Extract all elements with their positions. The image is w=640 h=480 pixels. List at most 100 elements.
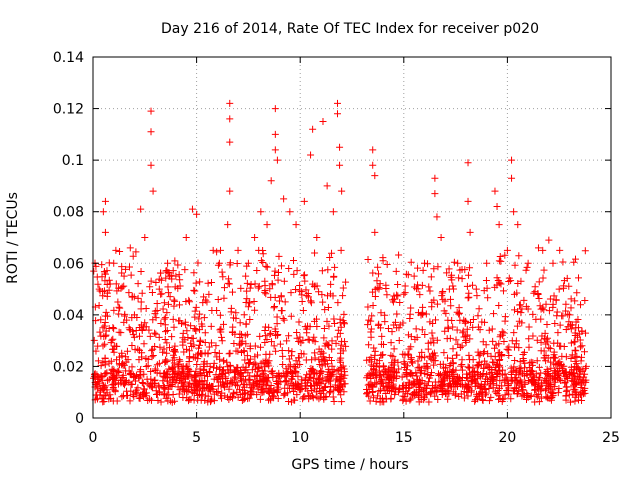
data-point	[369, 269, 377, 277]
data-point	[289, 370, 297, 378]
data-point	[310, 317, 318, 325]
data-point	[220, 320, 228, 328]
data-point	[367, 325, 375, 333]
data-point	[458, 275, 466, 283]
data-point	[277, 293, 285, 301]
data-point	[243, 352, 251, 360]
data-point	[162, 274, 170, 282]
data-point	[255, 246, 263, 254]
data-point	[494, 387, 502, 395]
data-point	[547, 364, 555, 372]
data-point	[530, 372, 538, 380]
data-point	[245, 394, 253, 402]
data-point	[551, 320, 559, 328]
data-point	[210, 359, 218, 367]
data-point	[370, 365, 378, 373]
data-point	[395, 251, 403, 259]
data-point	[206, 362, 214, 370]
data-point	[234, 246, 242, 254]
data-point	[318, 368, 326, 376]
data-point	[469, 323, 477, 331]
data-point	[197, 338, 205, 346]
data-point	[421, 394, 429, 402]
data-point	[365, 341, 373, 349]
data-point	[162, 356, 170, 364]
data-point	[431, 392, 439, 400]
data-point	[245, 359, 253, 367]
data-point	[426, 287, 434, 295]
data-point	[379, 341, 387, 349]
data-point	[576, 343, 584, 351]
data-point	[387, 339, 395, 347]
y-tick-label: 0.08	[53, 205, 84, 221]
data-point	[516, 301, 524, 309]
data-point	[121, 310, 129, 318]
data-point	[309, 125, 317, 133]
data-point	[101, 277, 109, 285]
y-tick-label: 0.14	[53, 50, 84, 66]
data-point	[100, 382, 108, 390]
data-point	[501, 391, 509, 399]
data-point	[99, 324, 107, 332]
data-point	[131, 373, 139, 381]
data-point	[237, 284, 245, 292]
data-point	[422, 364, 430, 372]
data-point	[275, 252, 283, 260]
data-point	[114, 367, 122, 375]
data-point	[557, 362, 565, 370]
data-point	[163, 349, 171, 357]
data-point	[315, 345, 323, 353]
data-point	[448, 354, 456, 362]
data-point	[401, 289, 409, 297]
data-point	[263, 263, 271, 271]
data-point	[519, 386, 527, 394]
data-point	[112, 246, 120, 254]
data-point	[285, 332, 293, 340]
data-point	[334, 299, 342, 307]
data-point	[313, 323, 321, 331]
data-point	[532, 315, 540, 323]
data-point	[336, 373, 344, 381]
data-point	[152, 314, 160, 322]
data-point	[174, 362, 182, 370]
data-point	[416, 352, 424, 360]
data-point	[341, 380, 349, 388]
data-point	[460, 388, 468, 396]
data-point	[285, 264, 293, 272]
data-point	[292, 357, 300, 365]
data-point	[572, 379, 580, 387]
data-point	[497, 280, 505, 288]
data-point	[315, 356, 323, 364]
data-point	[133, 372, 141, 380]
data-point	[458, 342, 466, 350]
data-point	[214, 382, 222, 390]
data-point	[190, 269, 198, 277]
data-point	[226, 115, 234, 123]
data-point	[581, 384, 589, 392]
data-point	[434, 263, 442, 271]
data-point	[266, 285, 274, 293]
data-point	[455, 310, 463, 318]
data-point	[415, 363, 423, 371]
data-point	[90, 267, 98, 275]
data-point	[204, 392, 212, 400]
data-point	[498, 350, 506, 358]
data-point	[271, 146, 279, 154]
data-point	[392, 267, 400, 275]
data-point	[151, 365, 159, 373]
data-point	[122, 358, 130, 366]
chart-title: Day 216 of 2014, Rate Of TEC Index for r…	[161, 21, 539, 37]
data-point	[101, 197, 109, 205]
data-point	[240, 311, 248, 319]
data-point	[501, 313, 509, 321]
data-point	[223, 393, 231, 401]
data-point	[268, 338, 276, 346]
data-point	[471, 397, 479, 405]
data-point	[419, 303, 427, 311]
data-point	[535, 398, 543, 406]
data-point	[539, 274, 547, 282]
data-point	[578, 342, 586, 350]
data-point	[577, 379, 585, 387]
data-point	[198, 350, 206, 358]
data-point	[495, 340, 503, 348]
